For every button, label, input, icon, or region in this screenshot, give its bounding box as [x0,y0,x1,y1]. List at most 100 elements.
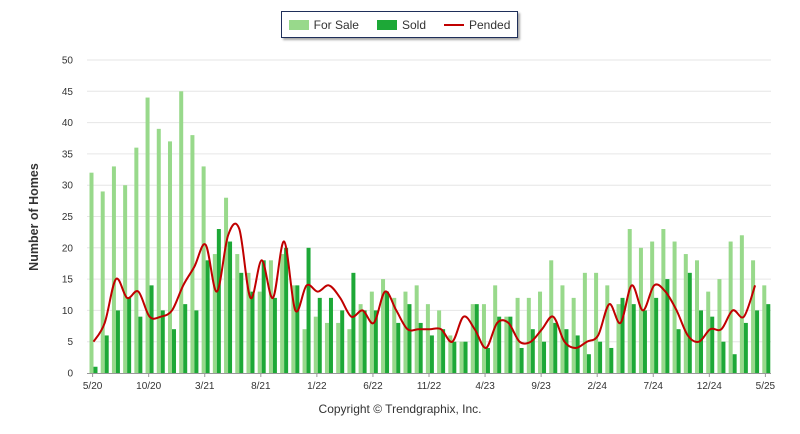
bar-sold[interactable] [250,291,255,373]
bar-for-sale[interactable] [661,229,666,373]
bar-for-sale[interactable] [560,285,565,373]
bar-sold[interactable] [441,329,446,373]
legend-item-for-sale[interactable]: For Sale [288,18,359,32]
bar-for-sale[interactable] [167,141,172,373]
bar-for-sale[interactable] [594,272,599,373]
bar-for-sale[interactable] [481,304,486,373]
bar-sold[interactable] [93,366,98,373]
bar-for-sale[interactable] [179,91,184,374]
bar-sold[interactable] [194,310,199,373]
bar-for-sale[interactable] [728,241,733,373]
bar-sold[interactable] [642,310,647,373]
bar-sold[interactable] [272,297,277,373]
bar-for-sale[interactable] [280,254,285,373]
bar-sold[interactable] [553,322,558,373]
bar-sold[interactable] [598,341,603,373]
bar-sold[interactable] [755,310,760,373]
bar-sold[interactable] [429,335,434,373]
bar-for-sale[interactable] [751,260,756,373]
bar-sold[interactable] [474,304,479,373]
bar-for-sale[interactable] [246,272,251,373]
bar-for-sale[interactable] [683,254,688,373]
bar-for-sale[interactable] [89,172,94,373]
bar-for-sale[interactable] [403,291,408,373]
bar-sold[interactable] [306,247,311,373]
bar-sold[interactable] [216,229,221,373]
bar-sold[interactable] [228,241,233,373]
bar-sold[interactable] [542,341,547,373]
bar-sold[interactable] [418,322,423,373]
bar-sold[interactable] [710,316,715,373]
bar-for-sale[interactable] [504,316,509,373]
bar-sold[interactable] [687,272,692,373]
bar-sold[interactable] [149,285,154,373]
bar-sold[interactable] [732,354,737,373]
bar-for-sale[interactable] [201,166,206,373]
bar-sold[interactable] [328,297,333,373]
bar-for-sale[interactable] [235,254,240,373]
bar-sold[interactable] [138,316,143,373]
bar-sold[interactable] [261,260,266,373]
bar-sold[interactable] [239,272,244,373]
bar-sold[interactable] [205,260,210,373]
bar-for-sale[interactable] [369,291,374,373]
bar-for-sale[interactable] [224,197,229,373]
bar-for-sale[interactable] [717,279,722,373]
bar-sold[interactable] [340,310,345,373]
bar-for-sale[interactable] [156,128,161,373]
bar-for-sale[interactable] [145,97,150,373]
bar-sold[interactable] [564,329,569,373]
bar-sold[interactable] [699,310,704,373]
bar-for-sale[interactable] [448,335,453,373]
bar-for-sale[interactable] [381,279,386,373]
legend-item-pended[interactable]: Pended [444,18,510,32]
bar-sold[interactable] [463,341,468,373]
bar-sold[interactable] [183,304,188,373]
bar-sold[interactable] [575,335,580,373]
bar-sold[interactable] [676,329,681,373]
bar-sold[interactable] [160,310,165,373]
bar-sold[interactable] [530,329,535,373]
bar-sold[interactable] [654,297,659,373]
bar-for-sale[interactable] [111,166,116,373]
bar-sold[interactable] [519,347,524,373]
legend-item-sold[interactable]: Sold [376,18,426,32]
bar-sold[interactable] [373,310,378,373]
bar-sold[interactable] [452,341,457,373]
bar-sold[interactable] [497,316,502,373]
bar-sold[interactable] [385,291,390,373]
bar-for-sale[interactable] [605,285,610,373]
bar-sold[interactable] [609,347,614,373]
bar-for-sale[interactable] [190,135,195,373]
bar-for-sale[interactable] [459,341,464,373]
bar-for-sale[interactable] [100,191,105,373]
bar-for-sale[interactable] [650,241,655,373]
bar-for-sale[interactable] [638,247,643,373]
bar-for-sale[interactable] [739,235,744,373]
bar-for-sale[interactable] [302,329,307,373]
bar-sold[interactable] [351,272,356,373]
bar-for-sale[interactable] [347,329,352,373]
bar-for-sale[interactable] [336,322,341,373]
bar-sold[interactable] [485,347,490,373]
bar-for-sale[interactable] [268,260,273,373]
bar-for-sale[interactable] [627,229,632,373]
bar-for-sale[interactable] [134,147,139,373]
bar-for-sale[interactable] [257,291,262,373]
bar-sold[interactable] [665,279,670,373]
bar-for-sale[interactable] [313,316,318,373]
bar-for-sale[interactable] [616,304,621,373]
bar-for-sale[interactable] [425,304,430,373]
bar-for-sale[interactable] [526,297,531,373]
bar-sold[interactable] [743,322,748,373]
bar-sold[interactable] [508,316,513,373]
bar-sold[interactable] [284,247,289,373]
bar-sold[interactable] [362,310,367,373]
bar-for-sale[interactable] [762,285,767,373]
bar-for-sale[interactable] [291,285,296,373]
bar-sold[interactable] [407,304,412,373]
bar-for-sale[interactable] [695,260,700,373]
bar-for-sale[interactable] [324,322,329,373]
bar-for-sale[interactable] [437,310,442,373]
bar-sold[interactable] [295,285,300,373]
